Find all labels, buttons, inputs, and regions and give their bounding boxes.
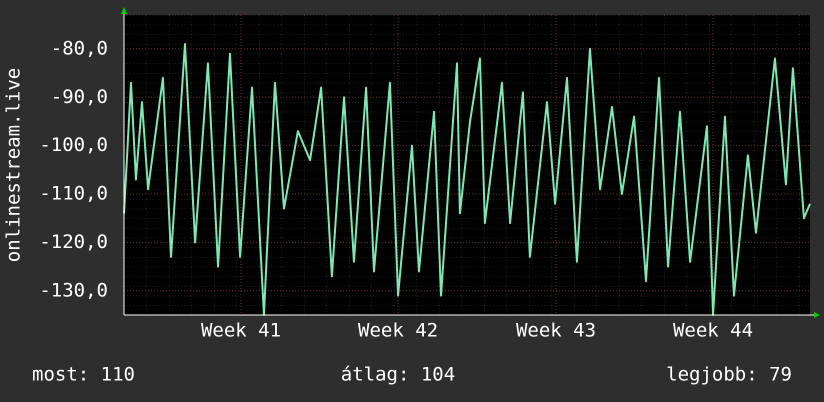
footer-best: legjobb: 79 xyxy=(666,364,792,386)
x-tick-label: Week 41 xyxy=(201,320,281,342)
minor-grid xyxy=(124,15,810,315)
x-arrow xyxy=(814,312,820,318)
footer-current: most: 110 xyxy=(32,364,135,386)
footer-average: átlag: 104 xyxy=(341,364,455,386)
y-tick-label: -100,0 xyxy=(39,134,108,156)
y-tick-label: -130,0 xyxy=(39,279,108,301)
y-tick-label: -120,0 xyxy=(39,231,108,253)
y-arrow xyxy=(121,7,127,14)
y-axis-label: onlinestream.live xyxy=(3,68,25,262)
y-tick-label: -90,0 xyxy=(51,86,108,108)
x-tick-label: Week 44 xyxy=(673,320,753,342)
y-tick-label: -80,0 xyxy=(51,37,108,59)
x-tick-label: Week 43 xyxy=(516,320,596,342)
x-tick-label: Week 42 xyxy=(358,320,438,342)
series-line xyxy=(123,43,811,316)
y-tick-label: -110,0 xyxy=(39,183,108,205)
